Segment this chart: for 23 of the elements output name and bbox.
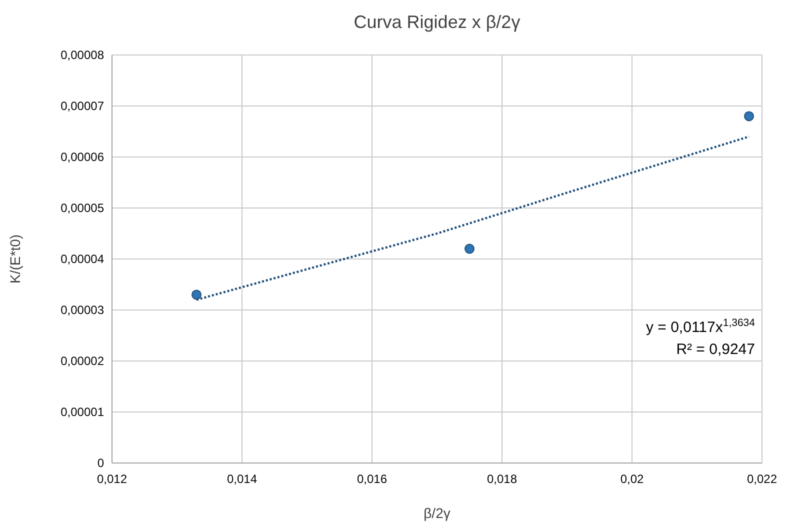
annotation: y = 0,0117x$^{1,3634}$ [646,317,756,336]
y-axis-title: K/(E*t0) [7,234,23,284]
y-tick-label: 0,00004 [60,252,104,266]
y-tick-label: 0,00006 [60,150,104,164]
chart-title: Curva Rigidez x β/2γ [354,12,520,32]
annotation: R² = 0,9247 [676,341,755,358]
y-tick-label: 0,00001 [60,405,104,419]
y-tick-label: 0,00007 [60,99,104,113]
x-axis-title: β/2γ [424,505,450,521]
x-tick-label: 0,018 [486,472,518,486]
point [192,290,202,300]
y-tick-label: 0,00003 [60,303,104,317]
x-tick-label: 0,016 [356,472,388,486]
point [744,111,754,122]
y-tick-label: 0,00002 [60,354,104,368]
x-tick-label: 0,022 [746,472,778,486]
x-tick-label: 0,02 [620,472,644,486]
x-tick-label: 0,014 [226,472,258,486]
y-tick-label: 0 [97,456,104,470]
y-tick-label: 0,00008 [60,48,104,62]
point [464,244,474,254]
y-tick-label: 0,00005 [60,201,104,215]
x-tick-label: 0,012 [96,472,128,486]
